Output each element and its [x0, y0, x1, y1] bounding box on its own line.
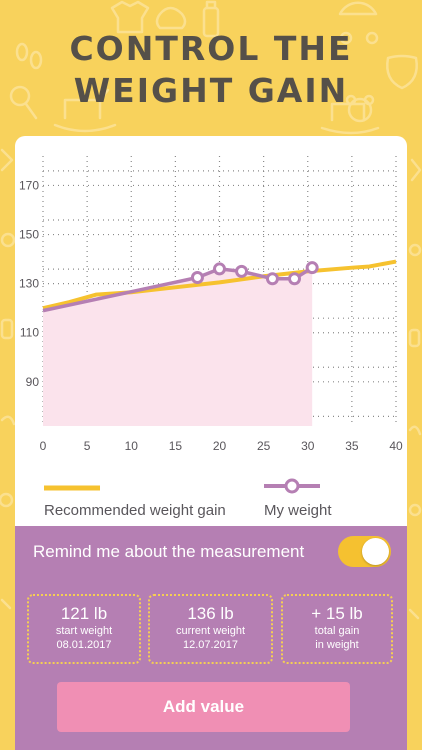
my-weight-area: [43, 267, 313, 426]
my-weight-point: [288, 272, 302, 286]
y-tick-label: 110: [20, 326, 39, 340]
recommended-weight-line: [42, 259, 397, 311]
x-tick-label: 40: [389, 439, 403, 453]
legend-item-recommended: Recommended weight gain: [44, 484, 226, 519]
stat-current-weight: 136 lb current weight 12.07.2017: [148, 594, 273, 664]
headline-line-2: WEIGHT GAIN: [73, 71, 349, 110]
legend-line-recommended: [44, 485, 100, 491]
x-tick-label: 25: [257, 439, 271, 453]
stat-start-date: 08.01.2017: [56, 639, 112, 651]
remind-label: Remind me about the measurement: [33, 542, 305, 561]
x-tick-label: 35: [345, 439, 359, 453]
weight-chart: 0 5 10 15 20 25 30 35 40 90 110 130 150 170: [19, 156, 403, 453]
right-pattern-icons: [408, 158, 422, 620]
y-tick-label: 90: [26, 375, 40, 389]
x-tick-label: 5: [84, 439, 91, 453]
my-weight-point: [235, 264, 249, 278]
stat-gain-value: + 15 lb: [311, 604, 363, 623]
stat-start-value: 121 lb: [60, 604, 108, 623]
my-weight-point: [213, 262, 226, 276]
legend-label-my-weight: My weight: [264, 502, 332, 519]
stat-total-gain: + 15 lb total gain in weight: [281, 594, 393, 664]
duck-icon: [155, 6, 187, 30]
legend-label-recommended: Recommended weight gain: [44, 502, 226, 519]
remind-toggle[interactable]: [338, 536, 391, 567]
y-tick-label: 130: [19, 277, 39, 291]
stat-start-weight: 121 lb start weight 08.01.2017: [27, 594, 141, 664]
x-tick-label: 20: [213, 439, 227, 453]
left-pattern-icons: [0, 148, 16, 610]
x-tick-label: 30: [301, 439, 315, 453]
stat-current-value: 136 lb: [187, 604, 234, 623]
headline: CONTROL THE WEIGHT GAIN: [0, 28, 422, 112]
x-tick-label: 0: [40, 439, 47, 453]
x-tick-label: 15: [169, 439, 183, 453]
legend-item-my-weight: My weight: [264, 476, 332, 519]
x-tick-label: 10: [125, 439, 139, 453]
weight-card: 0 5 10 15 20 25 30 35 40 90 110 130 150 170 Recommend…: [15, 136, 407, 750]
stat-start-label: start weight: [55, 625, 113, 637]
toggle-knob: [362, 538, 389, 565]
my-weight-point: [305, 261, 319, 275]
y-tick-label: 150: [19, 228, 39, 242]
headline-line-1: CONTROL THE: [69, 29, 353, 68]
y-tick-label: 170: [19, 178, 39, 192]
my-weight-point: [190, 271, 204, 284]
my-weight-point: [265, 272, 279, 286]
add-value-button[interactable]: Add value: [57, 682, 350, 732]
legend-line-my-weight: [264, 478, 320, 494]
stat-gain-unit: in weight: [315, 639, 359, 651]
stat-current-date: 12.07.2017: [182, 639, 239, 651]
summary-panel: Remind me about the measurement 121 lb s…: [15, 526, 407, 750]
stat-current-label: current weight: [175, 625, 246, 637]
stat-gain-label: total gain: [314, 625, 360, 637]
